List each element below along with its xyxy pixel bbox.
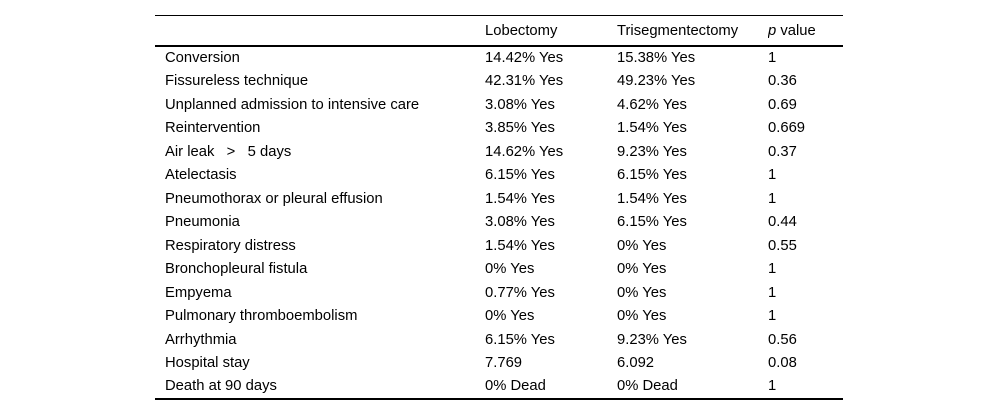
- lobectomy-value: 7.769: [485, 355, 523, 372]
- table-row: Hospital stay 7.769 6.092 0.08: [155, 352, 843, 376]
- row-label: Respiratory distress: [165, 237, 296, 254]
- trisegmentectomy-value: 0% Yes: [617, 308, 667, 325]
- p-value: 0.08: [768, 355, 797, 372]
- p-value-header-italic-p: p: [768, 22, 777, 39]
- outcomes-table-container: Lobectomy Trisegmentectomy p value Conve…: [155, 15, 843, 400]
- row-label: Pneumonia: [165, 214, 240, 231]
- lobectomy-value: 0% Yes: [485, 261, 535, 278]
- lobectomy-value: 3.85% Yes: [485, 120, 555, 137]
- row-label: Atelectasis: [165, 167, 237, 184]
- lobectomy-value: 1.54% Yes: [485, 237, 555, 254]
- column-header-lobectomy: Lobectomy: [485, 15, 617, 47]
- lobectomy-value: 14.62% Yes: [485, 143, 564, 160]
- trisegmentectomy-value: 6.092: [617, 355, 655, 372]
- header-row: Lobectomy Trisegmentectomy p value: [155, 15, 843, 47]
- row-label: Fissureless technique: [165, 73, 309, 90]
- p-value: 0.55: [768, 237, 797, 254]
- table-row: Atelectasis 6.15% Yes 6.15% Yes 1: [155, 164, 843, 188]
- trisegmentectomy-value: 0% Yes: [617, 284, 667, 301]
- row-label: Reintervention: [165, 120, 261, 137]
- table-row: Reintervention 3.85% Yes 1.54% Yes 0.669: [155, 117, 843, 141]
- trisegmentectomy-value: 1.54% Yes: [617, 190, 687, 207]
- lobectomy-value: 1.54% Yes: [485, 190, 555, 207]
- p-value: 1: [768, 308, 777, 325]
- row-label: Death at 90 days: [155, 375, 485, 400]
- outcomes-table: Lobectomy Trisegmentectomy p value Conve…: [155, 15, 843, 400]
- trisegmentectomy-value: 49.23% Yes: [617, 73, 696, 90]
- column-header-p-value: p value: [768, 15, 843, 47]
- p-value: 1: [768, 261, 777, 278]
- lobectomy-value: 0.77% Yes: [485, 284, 555, 301]
- table-row: Empyema 0.77% Yes 0% Yes 1: [155, 281, 843, 305]
- table-row: Unplanned admission to intensive care 3.0…: [155, 93, 843, 117]
- table-body: Conversion 14.42% Yes 15.38% Yes 1 Fissurele…: [155, 46, 843, 400]
- trisegmentectomy-value: 1.54% Yes: [617, 120, 687, 137]
- trisegmentectomy-value: 6.15% Yes: [617, 167, 687, 184]
- trisegmentectomy-value: 0% Yes: [617, 237, 667, 254]
- trisegmentectomy-value: 9.23% Yes: [617, 143, 687, 160]
- trisegmentectomy-value: 4.62% Yes: [617, 96, 687, 113]
- p-value: 0.669: [768, 120, 806, 137]
- p-value: 0.36: [768, 73, 797, 90]
- lobectomy-value: 6.15% Yes: [485, 167, 555, 184]
- table-row: Arrhythmia 6.15% Yes 9.23% Yes 0.56: [155, 328, 843, 352]
- table-row: Death at 90 days 0% Dead 0% Dead 1: [155, 375, 843, 400]
- column-header-empty: [155, 15, 485, 47]
- row-label: Pulmonary thromboembolism: [165, 308, 358, 325]
- table-row: Respiratory distress 1.54% Yes 0% Yes 0.55: [155, 234, 843, 258]
- trisegmentectomy-value: 6.15% Yes: [617, 214, 687, 231]
- lobectomy-value: 3.08% Yes: [485, 96, 555, 113]
- row-label: Pneumothorax or pleural effusion: [165, 190, 383, 207]
- lobectomy-value: 0% Yes: [485, 308, 535, 325]
- row-label: Empyema: [165, 284, 232, 301]
- p-value: 0.44: [768, 214, 797, 231]
- trisegmentectomy-value: 9.23% Yes: [617, 331, 687, 348]
- table-row: Fissureless technique 42.31% Yes 49.23% Ye…: [155, 70, 843, 94]
- p-value: 1: [768, 190, 777, 207]
- p-value: 0.37: [768, 143, 797, 160]
- p-value: 0.69: [768, 96, 797, 113]
- column-header-trisegmentectomy: Trisegmentectomy: [617, 15, 768, 47]
- lobectomy-value: 42.31% Yes: [485, 73, 564, 90]
- table-row: Pneumothorax or pleural effusion 1.54% Ye…: [155, 187, 843, 211]
- table-row: Conversion 14.42% Yes 15.38% Yes 1: [155, 46, 843, 70]
- table-row: Pulmonary thromboembolism 0% Yes 0% Yes 1: [155, 305, 843, 329]
- p-value: 0.56: [768, 331, 797, 348]
- table-row: Bronchopleural fistula 0% Yes 0% Yes 1: [155, 258, 843, 282]
- lobectomy-value: 6.15% Yes: [485, 331, 555, 348]
- row-label: Hospital stay: [165, 355, 250, 372]
- p-value: 1: [768, 167, 777, 184]
- p-value: 1: [768, 50, 777, 67]
- p-value: 1: [768, 375, 843, 400]
- p-value: 1: [768, 284, 777, 301]
- row-label: Arrhythmia: [165, 331, 237, 348]
- lobectomy-value: 0% Dead: [485, 375, 617, 400]
- row-label: Unplanned admission to intensive care: [165, 96, 420, 113]
- trisegmentectomy-value: 0% Dead: [617, 375, 768, 400]
- table-row: Air leak > 5 days 14.62% Yes 9.23% Yes 0.37: [155, 140, 843, 164]
- lobectomy-value: 14.42% Yes: [485, 50, 564, 67]
- row-label: Bronchopleural fistula: [165, 261, 308, 278]
- row-label: Conversion: [165, 50, 240, 67]
- p-value-header-rest: value: [776, 22, 816, 39]
- trisegmentectomy-value: 15.38% Yes: [617, 50, 696, 67]
- lobectomy-value: 3.08% Yes: [485, 214, 555, 231]
- trisegmentectomy-value: 0% Yes: [617, 261, 667, 278]
- row-label: Air leak > 5 days: [165, 143, 292, 160]
- table-row: Pneumonia 3.08% Yes 6.15% Yes 0.44: [155, 211, 843, 235]
